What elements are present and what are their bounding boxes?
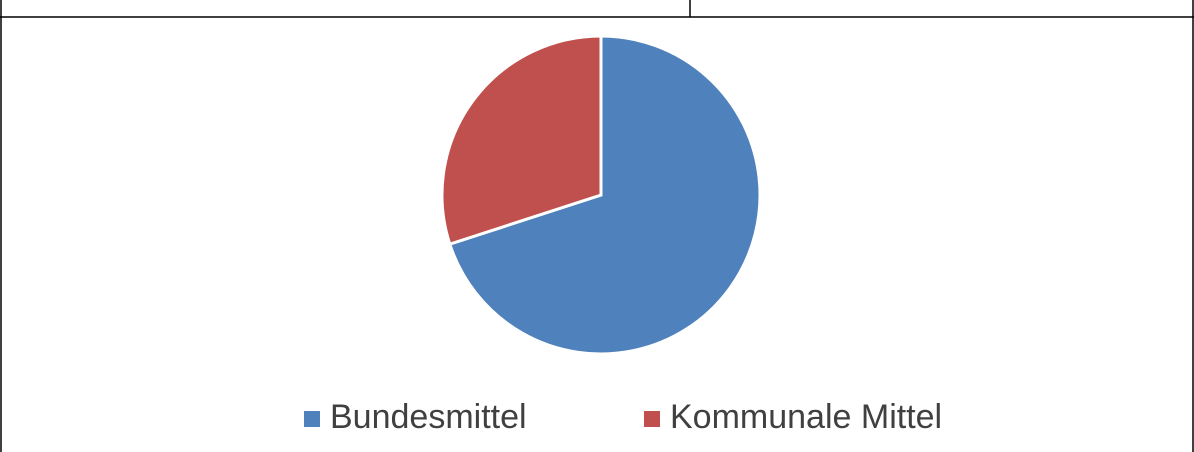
legend-swatch xyxy=(644,411,660,427)
pie-slice xyxy=(447,34,762,356)
legend-label: Bundesmittel xyxy=(330,398,527,436)
legend-label: Kommunale Mittel xyxy=(670,398,942,436)
pie-slice xyxy=(440,34,603,247)
legend-swatch xyxy=(304,411,320,427)
